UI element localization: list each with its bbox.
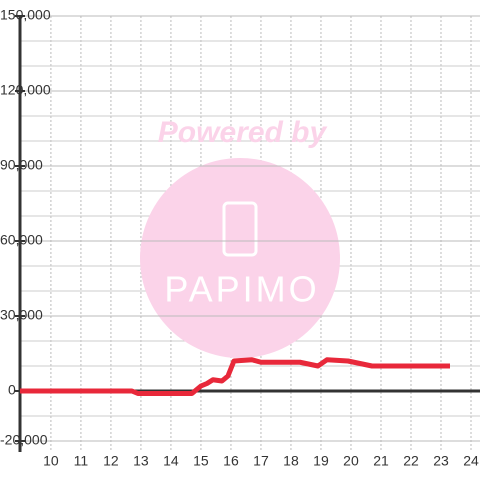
y-tick-label: 30,000 bbox=[0, 307, 43, 323]
watermark-icon bbox=[222, 201, 258, 257]
x-tick-label: 22 bbox=[403, 453, 419, 469]
x-tick-label: 13 bbox=[133, 453, 149, 469]
x-tick-label: 21 bbox=[373, 453, 389, 469]
x-tick-label: 17 bbox=[253, 453, 269, 469]
x-tick-label: 10 bbox=[43, 453, 59, 469]
y-tick-label: 120,000 bbox=[0, 82, 51, 98]
x-tick-label: 19 bbox=[313, 453, 329, 469]
watermark-text: Powered by bbox=[158, 116, 328, 149]
y-tick-label: 60,000 bbox=[0, 232, 43, 248]
y-tick-label: 0 bbox=[8, 382, 16, 398]
data-line bbox=[20, 357, 450, 396]
y-tick-label: 150,000 bbox=[0, 7, 51, 23]
x-tick-label: 24 bbox=[463, 453, 479, 469]
watermark-circle bbox=[140, 158, 340, 358]
x-tick-label: 18 bbox=[283, 453, 299, 469]
x-tick-label: 20 bbox=[343, 453, 359, 469]
x-tick-label: 14 bbox=[163, 453, 179, 469]
x-tick-label: 12 bbox=[103, 453, 119, 469]
x-tick-label: 15 bbox=[193, 453, 209, 469]
watermark-text: PAPIMO bbox=[164, 269, 319, 310]
x-tick-label: 16 bbox=[223, 453, 239, 469]
y-tick-label: 90,000 bbox=[0, 157, 43, 173]
x-tick-label: 11 bbox=[74, 453, 89, 469]
x-tick-label: 23 bbox=[433, 453, 449, 469]
y-tick-label: -20,000 bbox=[0, 432, 48, 448]
